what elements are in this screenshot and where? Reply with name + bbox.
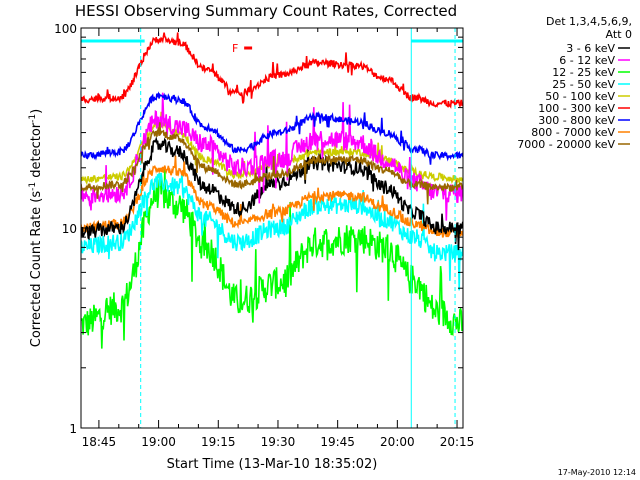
y-axis-label-end: ) (29, 109, 44, 114)
series-line-300-800-kev (81, 91, 463, 165)
x-tick-label: 18:45 (82, 435, 117, 449)
y-axis-label-mid: detector (29, 122, 44, 182)
footer-date: 17-May-2010 12:14 (558, 468, 636, 477)
y-axis-label: Corrected Count Rate (s-1 detector-1) (28, 109, 44, 347)
legend-label: 6 - 12 keV (559, 54, 615, 67)
series-layer (81, 32, 463, 349)
y-axis: 1 10 100 (54, 22, 463, 436)
legend-header-line-2: Att 0 (606, 28, 632, 41)
legend-label: 25 - 50 keV (552, 78, 615, 91)
x-tick-label: 19:30 (261, 435, 296, 449)
y-tick-label: 100 (54, 22, 77, 36)
legend-label: 300 - 800 keV (538, 114, 615, 127)
series-line-100-300-kev (81, 32, 463, 109)
legend-label: 3 - 6 keV (566, 42, 615, 55)
x-tick-label: 19:45 (320, 435, 355, 449)
legend-label: 100 - 300 keV (538, 102, 615, 115)
legend-entry: 25 - 50 keV (552, 78, 630, 91)
night-flag-bar-1 (81, 39, 145, 43)
y-tick-label: 10 (62, 222, 77, 236)
legend-label: 800 - 7000 keV (531, 126, 615, 139)
y-axis-label-sup2: -1 (28, 114, 38, 123)
legend-entry: 800 - 7000 keV (531, 126, 630, 139)
y-axis-label-main: Corrected Count Rate (s (29, 191, 44, 348)
legend-entry: 7000 - 20000 keV (517, 138, 630, 151)
x-axis-label: Start Time (13-Mar-10 18:35:02) (167, 457, 378, 472)
series-line-6-12-kev (81, 92, 463, 221)
legend-label: 12 - 25 keV (552, 66, 615, 79)
legend-label: 7000 - 20000 keV (517, 138, 615, 151)
flare-flag-label: F (232, 42, 238, 55)
chart-title: HESSI Observing Summary Count Rates, Cor… (75, 2, 457, 20)
legend-entry: 50 - 100 keV (545, 90, 630, 103)
x-tick-label: 20:15 (440, 435, 475, 449)
legend-entry: 100 - 300 keV (538, 102, 630, 115)
legend-entry: 12 - 25 keV (552, 66, 630, 79)
legend-entry: 300 - 800 keV (538, 114, 630, 127)
legend-header-line-1: Det 1,3,4,5,6,9, (546, 15, 632, 28)
x-tick-label: 19:00 (141, 435, 176, 449)
legend-entry: 3 - 6 keV (566, 42, 630, 55)
series-line-25-50-kev (81, 172, 463, 291)
night-flag-bar-2 (411, 39, 463, 43)
series-line-12-25-kev (81, 167, 463, 349)
series-line-3-6-kev (81, 136, 463, 251)
x-axis: 18:45 19:00 19:15 19:30 19:45 20:00 20:15 (82, 28, 475, 449)
legend-label: 50 - 100 keV (545, 90, 615, 103)
y-tick-label: 1 (69, 422, 77, 436)
series-line-800-7000-kev (81, 155, 463, 238)
legend-entry: 6 - 12 keV (559, 54, 630, 67)
flare-flag-bar-3 (244, 46, 253, 50)
x-tick-label: 20:00 (380, 435, 415, 449)
y-axis-label-sup1: -1 (28, 182, 38, 191)
series-line-7000-20000-kev (81, 122, 463, 205)
x-tick-label: 19:15 (201, 435, 236, 449)
